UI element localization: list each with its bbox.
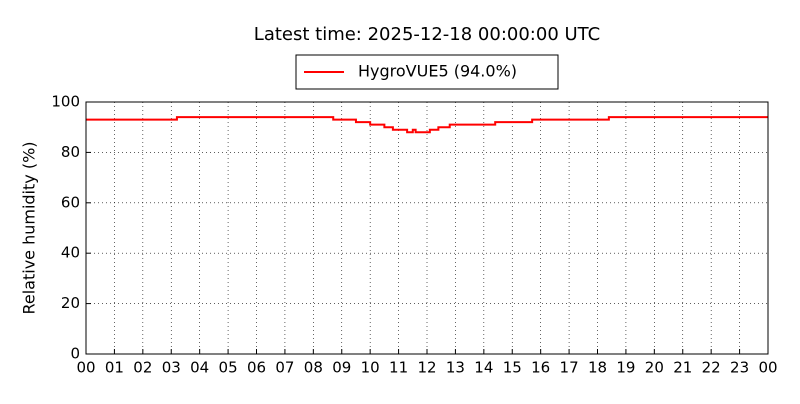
legend-label: HygroVUE5 (94.0%): [358, 62, 517, 81]
x-tick-label: 16: [531, 359, 550, 377]
x-tick-label: 11: [389, 359, 408, 377]
y-tick-label: 0: [70, 345, 80, 363]
x-tick-label: 22: [702, 359, 721, 377]
legend-box: [295, 54, 559, 90]
x-tick-label: 20: [645, 359, 664, 377]
x-tick-label: 04: [190, 359, 209, 377]
x-tick-label: 02: [133, 359, 152, 377]
x-tick-label: 18: [588, 359, 607, 377]
x-tick-label: 13: [446, 359, 465, 377]
y-tick-label: 60: [61, 193, 80, 211]
x-tick-label: 14: [474, 359, 493, 377]
x-tick-label: 07: [275, 359, 294, 377]
x-tick-label: 12: [417, 359, 436, 377]
x-tick-label: 09: [332, 359, 351, 377]
x-tick-label: 17: [560, 359, 579, 377]
x-tick-label: 00: [758, 359, 777, 377]
x-tick-label: 23: [730, 359, 749, 377]
y-tick-label: 40: [61, 244, 80, 262]
line-series: [86, 116, 768, 134]
x-tick-label: 19: [616, 359, 635, 377]
x-tick-label: 15: [503, 359, 522, 377]
x-tick-label: 03: [162, 359, 181, 377]
x-tick-label: 08: [304, 359, 323, 377]
x-tick-label: 10: [361, 359, 380, 377]
plot-frame: [85, 101, 769, 355]
chart-title: Latest time: 2025-12-18 00:00:00 UTC: [254, 24, 600, 45]
y-tick-label: 100: [51, 93, 80, 111]
x-tick-label: 05: [219, 359, 238, 377]
x-tick-label: 01: [105, 359, 124, 377]
y-tick-label: 80: [61, 143, 80, 161]
y-axis-label: Relative humidity (%): [20, 141, 39, 314]
x-tick-label: 06: [247, 359, 266, 377]
y-tick-label: 20: [61, 294, 80, 312]
x-tick-label: 00: [76, 359, 95, 377]
x-tick-label: 21: [673, 359, 692, 377]
